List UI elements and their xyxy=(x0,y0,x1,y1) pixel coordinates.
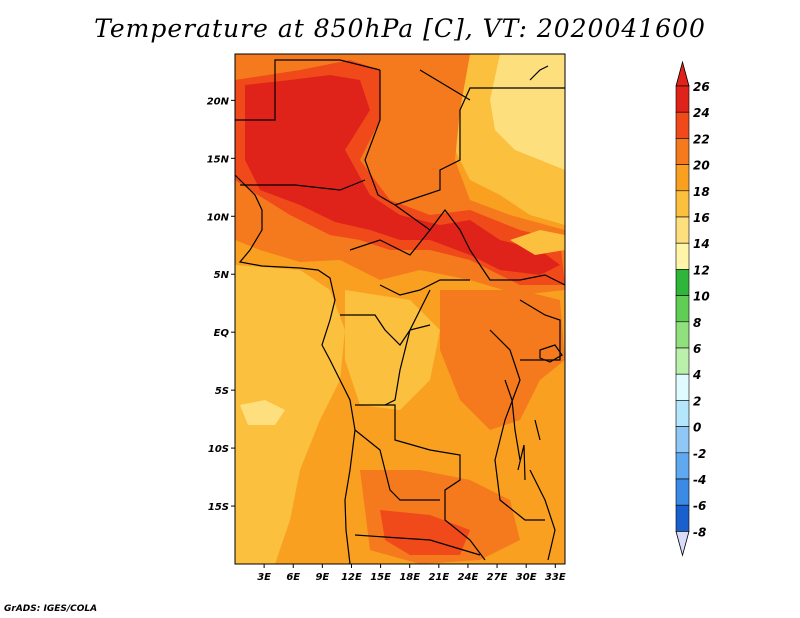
colorbar-label: -6 xyxy=(693,499,706,513)
x-tick-label: 12E xyxy=(341,572,362,583)
y-tick-label: 10N xyxy=(207,212,230,223)
x-tick-label: 6E xyxy=(286,572,300,583)
field-region-south-core xyxy=(380,510,470,555)
x-tick-label: 24E xyxy=(458,572,479,583)
border-3 xyxy=(394,87,565,206)
border-8 xyxy=(379,279,470,296)
y-tick-label: 15N xyxy=(207,154,230,165)
field-region-patch-2 xyxy=(510,230,565,255)
x-tick-label: 18E xyxy=(399,572,420,583)
border-4 xyxy=(419,69,471,101)
x-tick-label: 33E xyxy=(545,572,566,583)
colorbar-label: 14 xyxy=(693,237,710,251)
map-frame xyxy=(234,53,566,565)
border-15 xyxy=(354,534,481,556)
colorbar-label: 10 xyxy=(693,290,710,304)
red-sea xyxy=(529,65,549,81)
colorbar-label: 26 xyxy=(693,80,710,94)
field-region-sw xyxy=(235,265,345,564)
colorbar-segment xyxy=(675,269,690,296)
y-tick-label: 5S xyxy=(215,386,229,397)
colorbar-segment xyxy=(675,295,690,323)
colorbar-label: 18 xyxy=(693,185,710,199)
colorbar-segment xyxy=(675,138,690,165)
field-region-w-mid xyxy=(380,75,450,170)
colorbar-segment xyxy=(675,111,690,139)
x-tick-label: 9E xyxy=(315,572,329,583)
lakes-east xyxy=(504,379,556,561)
border-5 xyxy=(240,179,366,191)
colorbar-label: 6 xyxy=(693,342,701,356)
colorbar-label: -8 xyxy=(693,525,706,539)
colorbar-segment xyxy=(675,452,690,480)
temperature-field xyxy=(235,54,565,564)
lake-victoria xyxy=(539,344,563,363)
y-tick-label: 15S xyxy=(208,502,229,513)
chart-title: Temperature at 850hPa [C], VT: 202004160… xyxy=(94,14,706,43)
colorbar-label: -2 xyxy=(693,447,706,461)
field-region-core xyxy=(245,75,560,275)
colorbar-bottom-arrow xyxy=(675,531,690,557)
field-region-ne-pale xyxy=(490,54,565,170)
colorbar-label: 24 xyxy=(693,106,710,120)
border-7 xyxy=(349,229,431,256)
border-10 xyxy=(384,289,431,406)
colorbar-segment xyxy=(675,400,690,427)
colorbar-label: 0 xyxy=(693,421,701,435)
field-region-central xyxy=(345,290,440,410)
colorbar-segment xyxy=(675,478,690,506)
border-9 xyxy=(340,314,431,346)
y-axis: 20N 15N 10N 5N EQ 5S 10S 15S xyxy=(207,96,235,513)
colorbar-label: 8 xyxy=(693,316,701,330)
colorbar-segment xyxy=(675,347,690,375)
border-11 xyxy=(355,404,486,561)
colorbar-label: 16 xyxy=(693,211,710,225)
x-tick-label: 27E xyxy=(487,572,508,583)
border-13 xyxy=(489,329,545,521)
field-region-east xyxy=(440,290,565,430)
x-tick-label: 3E xyxy=(257,572,271,583)
colorbar-label: 4 xyxy=(692,368,701,382)
border-14 xyxy=(519,299,561,361)
y-tick-label: 20N xyxy=(207,96,230,107)
colorbar-segment xyxy=(675,242,690,270)
border-12 xyxy=(354,429,440,501)
colorbar-segment xyxy=(675,504,690,532)
y-tick-label: 5N xyxy=(214,270,230,281)
colorbar-label: 12 xyxy=(693,263,710,277)
y-tick-label: EQ xyxy=(214,328,230,339)
border-2 xyxy=(364,70,396,206)
colorbar-segment xyxy=(675,216,690,244)
colorbar-segment xyxy=(675,373,690,401)
colorbar-label: -4 xyxy=(693,473,706,487)
colorbar-segment xyxy=(675,190,690,218)
border-1 xyxy=(235,59,381,121)
field-region-patch-1 xyxy=(240,400,285,425)
coastline-west xyxy=(234,174,356,565)
map-borders xyxy=(234,59,566,565)
colorbar-label: 22 xyxy=(693,132,710,146)
y-tick-label: 10S xyxy=(208,444,229,455)
x-tick-label: 21E xyxy=(428,572,449,583)
colorbar-segment xyxy=(675,164,690,192)
colorbar-segment xyxy=(675,426,690,454)
border-6 xyxy=(394,204,566,286)
colorbar-segment xyxy=(675,85,690,113)
colorbar-top-arrow xyxy=(675,60,690,87)
grads-credit: GrADS: IGES/COLA xyxy=(4,604,98,614)
colorbar-label: 20 xyxy=(693,159,710,173)
x-tick-label: 15E xyxy=(370,572,391,583)
x-axis: 3E 6E 9E 12E 15E 18E 21E 24E 27E 30E 33E xyxy=(257,564,566,583)
colorbar-segment xyxy=(675,321,690,349)
colorbar-label: 2 xyxy=(693,394,701,408)
x-tick-label: 30E xyxy=(516,572,537,583)
